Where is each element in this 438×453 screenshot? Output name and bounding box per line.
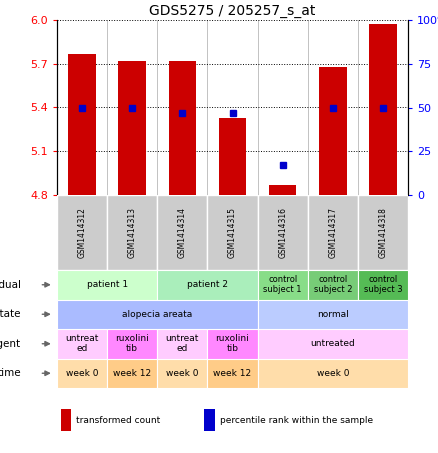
Bar [157, 270, 258, 299]
Text: control
subject 1: control subject 1 [263, 275, 302, 294]
Bar [358, 270, 408, 299]
Bar [57, 358, 107, 388]
Text: transformed count: transformed count [76, 416, 161, 425]
Text: patient 1: patient 1 [87, 280, 128, 289]
Bar [60, 409, 71, 431]
Bar [68, 53, 96, 195]
Text: individual: individual [0, 280, 21, 290]
Text: GSM1414312: GSM1414312 [78, 207, 87, 258]
Bar [57, 270, 157, 299]
Text: GSM1414316: GSM1414316 [278, 207, 287, 258]
Bar [107, 329, 157, 358]
Text: patient 2: patient 2 [187, 280, 228, 289]
Bar [308, 195, 358, 270]
Bar [57, 195, 107, 270]
Text: alopecia areata: alopecia areata [122, 310, 192, 319]
Bar [219, 118, 246, 195]
Bar [205, 409, 215, 431]
Text: disease state: disease state [0, 309, 21, 319]
Text: ruxolini
tib: ruxolini tib [215, 334, 249, 353]
Bar [57, 329, 107, 358]
Bar [258, 329, 408, 358]
Text: week 0: week 0 [66, 369, 98, 378]
Text: GSM1414318: GSM1414318 [378, 207, 388, 258]
Text: week 0: week 0 [166, 369, 198, 378]
Bar [208, 358, 258, 388]
Text: ruxolini
tib: ruxolini tib [115, 334, 149, 353]
Text: week 12: week 12 [113, 369, 151, 378]
Bar [57, 299, 258, 329]
Bar [319, 67, 346, 195]
Bar [369, 24, 397, 195]
Text: GSM1414317: GSM1414317 [328, 207, 337, 258]
Bar [208, 329, 258, 358]
Bar [157, 195, 208, 270]
Text: untreated: untreated [311, 339, 355, 348]
Bar [358, 195, 408, 270]
Bar [258, 299, 408, 329]
Bar [169, 61, 196, 195]
Text: control
subject 3: control subject 3 [364, 275, 402, 294]
Text: GSM1414314: GSM1414314 [178, 207, 187, 258]
Bar [269, 185, 297, 195]
Bar [107, 358, 157, 388]
Text: control
subject 2: control subject 2 [314, 275, 352, 294]
Bar [258, 358, 408, 388]
Bar [118, 61, 146, 195]
Bar [107, 195, 157, 270]
Title: GDS5275 / 205257_s_at: GDS5275 / 205257_s_at [149, 4, 316, 18]
Text: week 0: week 0 [317, 369, 349, 378]
Bar [208, 195, 258, 270]
Text: untreat
ed: untreat ed [166, 334, 199, 353]
Text: GSM1414315: GSM1414315 [228, 207, 237, 258]
Text: percentile rank within the sample: percentile rank within the sample [220, 416, 373, 425]
Bar [308, 270, 358, 299]
Text: week 12: week 12 [213, 369, 251, 378]
Text: time: time [0, 368, 21, 378]
Bar [258, 270, 308, 299]
Text: untreat
ed: untreat ed [65, 334, 99, 353]
Bar [258, 195, 308, 270]
Bar [157, 329, 208, 358]
Bar [157, 358, 208, 388]
Text: GSM1414313: GSM1414313 [128, 207, 137, 258]
Text: normal: normal [317, 310, 349, 319]
Text: agent: agent [0, 339, 21, 349]
